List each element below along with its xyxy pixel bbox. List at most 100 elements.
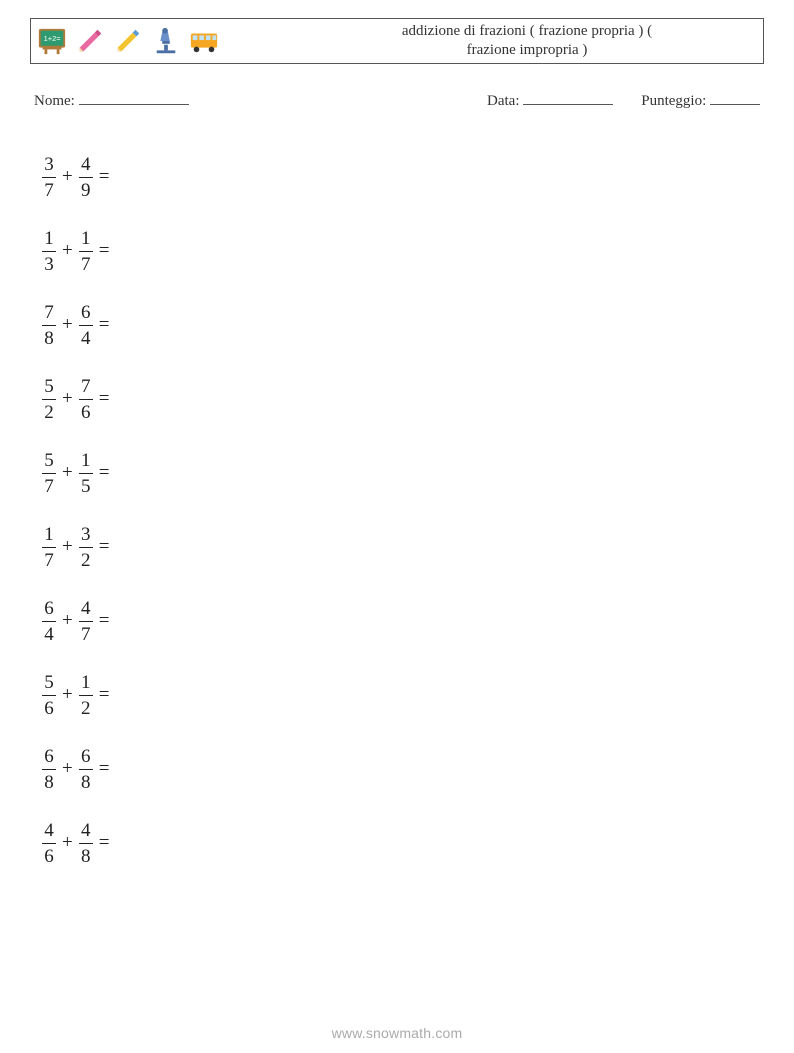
header-box: 1+2= xyxy=(30,18,764,64)
equals-sign: = xyxy=(99,536,110,558)
denominator: 7 xyxy=(42,548,56,570)
fraction-b: 76 xyxy=(79,377,93,422)
problems-list: 37+49=13+17=78+64=52+76=57+15=17+32=64+4… xyxy=(30,140,764,880)
denominator: 8 xyxy=(42,770,56,792)
equals-sign: = xyxy=(99,758,110,780)
denominator: 8 xyxy=(42,326,56,348)
numerator: 1 xyxy=(42,229,56,251)
plus-operator: + xyxy=(62,462,73,484)
equals-sign: = xyxy=(99,388,110,410)
denominator: 6 xyxy=(42,844,56,866)
plus-operator: + xyxy=(62,758,73,780)
school-bus-icon xyxy=(189,26,219,56)
numerator: 5 xyxy=(42,673,56,695)
name-blank[interactable] xyxy=(79,90,189,105)
problem-row: 46+48= xyxy=(42,806,764,880)
problem-row: 52+76= xyxy=(42,362,764,436)
equals-sign: = xyxy=(99,610,110,632)
fraction-b: 49 xyxy=(79,155,93,200)
numerator: 5 xyxy=(42,377,56,399)
fraction-a: 64 xyxy=(42,599,56,644)
score-field: Punteggio: xyxy=(641,90,760,110)
problem-row: 57+15= xyxy=(42,436,764,510)
fraction-b: 32 xyxy=(79,525,93,570)
name-field: Nome: xyxy=(34,90,189,110)
date-label: Data: xyxy=(487,93,519,109)
chalkboard-icon: 1+2= xyxy=(37,26,67,56)
fraction-b: 64 xyxy=(79,303,93,348)
numerator: 4 xyxy=(79,155,93,177)
title-line-2: frazione impropria ) xyxy=(467,42,588,58)
equals-sign: = xyxy=(99,684,110,706)
header-icons: 1+2= xyxy=(37,26,219,56)
plus-operator: + xyxy=(62,240,73,262)
denominator: 5 xyxy=(79,474,93,496)
numerator: 6 xyxy=(79,303,93,325)
fraction-a: 56 xyxy=(42,673,56,718)
title-line-1: addizione di frazioni ( frazione propria… xyxy=(402,23,652,39)
numerator: 6 xyxy=(42,747,56,769)
fraction-a: 13 xyxy=(42,229,56,274)
yellow-pencil-icon xyxy=(113,26,143,56)
microscope-icon xyxy=(151,26,181,56)
score-blank[interactable] xyxy=(710,90,760,105)
date-field: Data: xyxy=(487,90,613,110)
numerator: 1 xyxy=(79,451,93,473)
denominator: 2 xyxy=(79,696,93,718)
fraction-b: 47 xyxy=(79,599,93,644)
plus-operator: + xyxy=(62,684,73,706)
denominator: 4 xyxy=(79,326,93,348)
fraction-a: 17 xyxy=(42,525,56,570)
denominator: 3 xyxy=(42,252,56,274)
denominator: 7 xyxy=(79,252,93,274)
fraction-b: 48 xyxy=(79,821,93,866)
equals-sign: = xyxy=(99,166,110,188)
plus-operator: + xyxy=(62,166,73,188)
fraction-a: 52 xyxy=(42,377,56,422)
name-label: Nome: xyxy=(34,93,75,109)
problem-row: 37 +49 = xyxy=(42,140,764,214)
date-blank[interactable] xyxy=(523,90,613,105)
plus-operator: + xyxy=(62,536,73,558)
problem-row: 64+47= xyxy=(42,584,764,658)
equals-sign: = xyxy=(99,314,110,336)
svg-text:1+2=: 1+2= xyxy=(44,34,62,43)
problem-row: 13+17= xyxy=(42,214,764,288)
worksheet-page: 1 +2 = xyxy=(0,0,794,1053)
fraction-a: 57 xyxy=(42,451,56,496)
numerator: 6 xyxy=(42,599,56,621)
numerator: 1 xyxy=(79,229,93,251)
numerator: 5 xyxy=(42,451,56,473)
numerator: 4 xyxy=(79,821,93,843)
problem-row: 56 +12 = xyxy=(42,658,764,732)
denominator: 2 xyxy=(79,548,93,570)
fraction-a: 78 xyxy=(42,303,56,348)
problem-row: 17 +32 = xyxy=(42,510,764,584)
equals-sign: = xyxy=(99,240,110,262)
denominator: 6 xyxy=(42,696,56,718)
fraction-b: 17 xyxy=(79,229,93,274)
numerator: 1 xyxy=(79,673,93,695)
denominator: 9 xyxy=(79,178,93,200)
problem-row: 68+68= xyxy=(42,732,764,806)
denominator: 2 xyxy=(42,400,56,422)
numerator: 7 xyxy=(79,377,93,399)
denominator: 8 xyxy=(79,844,93,866)
footer-url: www.snowmath.com xyxy=(0,1025,794,1041)
info-row: Nome: Data: Punteggio: xyxy=(30,90,764,110)
numerator: 4 xyxy=(42,821,56,843)
score-label: Punteggio: xyxy=(641,93,706,109)
plus-operator: + xyxy=(62,610,73,632)
problem-row: 78+64= xyxy=(42,288,764,362)
plus-operator: + xyxy=(62,832,73,854)
numerator: 4 xyxy=(79,599,93,621)
denominator: 7 xyxy=(42,474,56,496)
denominator: 8 xyxy=(79,770,93,792)
fraction-b: 68 xyxy=(79,747,93,792)
denominator: 7 xyxy=(42,178,56,200)
numerator: 3 xyxy=(79,525,93,547)
pink-pencil-icon xyxy=(75,26,105,56)
fraction-b: 15 xyxy=(79,451,93,496)
numerator: 3 xyxy=(42,155,56,177)
worksheet-title: addizione di frazioni ( frazione propria… xyxy=(219,22,755,60)
